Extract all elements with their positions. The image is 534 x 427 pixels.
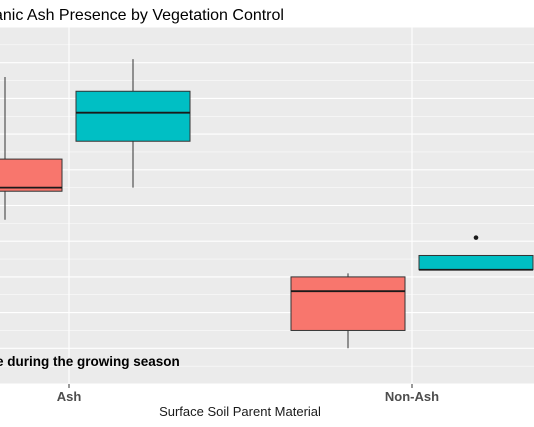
box-ash-series-1 bbox=[0, 76, 63, 220]
box-iqr bbox=[0, 158, 63, 192]
box-non-ash-series-2 bbox=[418, 235, 534, 271]
box-ash-series-2 bbox=[75, 59, 191, 188]
x-axis-ticks: Ash Non-Ash bbox=[57, 384, 439, 404]
x-tick-label: Ash bbox=[57, 389, 82, 404]
chart-title: anic Ash Presence by Vegetation Control bbox=[0, 7, 284, 24]
x-tick-label: Non-Ash bbox=[385, 389, 439, 404]
grid-lines bbox=[0, 26, 534, 385]
box-iqr bbox=[418, 254, 534, 271]
boxplot-series bbox=[0, 59, 534, 349]
box-iqr bbox=[75, 90, 191, 142]
box-iqr bbox=[290, 276, 406, 331]
chart-annotation: e during the growing season bbox=[0, 354, 180, 369]
x-axis-label: Surface Soil Parent Material bbox=[159, 404, 321, 419]
outlier-point bbox=[473, 235, 479, 240]
box-non-ash-series-1 bbox=[290, 273, 406, 349]
